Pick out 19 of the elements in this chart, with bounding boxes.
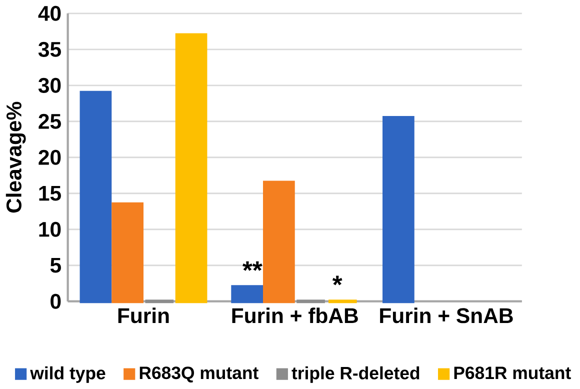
y-tick-label: 5: [50, 258, 61, 273]
y-tick-label: 15: [39, 186, 61, 201]
y-tick-label: 35: [38, 42, 61, 57]
x-tick-label: Furin: [118, 308, 169, 324]
annotation: **: [242, 261, 262, 271]
x-tick-label: Furin + SnAB: [380, 308, 513, 324]
annotation: *: [332, 276, 342, 286]
y-tick-label: 30: [38, 78, 61, 93]
legend-label: P681R mutant: [454, 366, 571, 380]
legend-label: R683Q mutant: [140, 366, 258, 382]
y-tick-label: 25: [38, 114, 61, 129]
legend-label: triple R-deleted: [292, 366, 420, 383]
y-tick-label: 0: [50, 294, 61, 309]
y-tick-label: 40: [38, 6, 61, 21]
x-tick-label: Furin + fbAB: [232, 308, 358, 324]
y-tick-label: 20: [38, 150, 61, 165]
legend-label: wild type: [30, 366, 106, 383]
y-axis-title: Cleavage%: [6, 102, 26, 213]
y-tick-label: 10: [39, 222, 61, 237]
